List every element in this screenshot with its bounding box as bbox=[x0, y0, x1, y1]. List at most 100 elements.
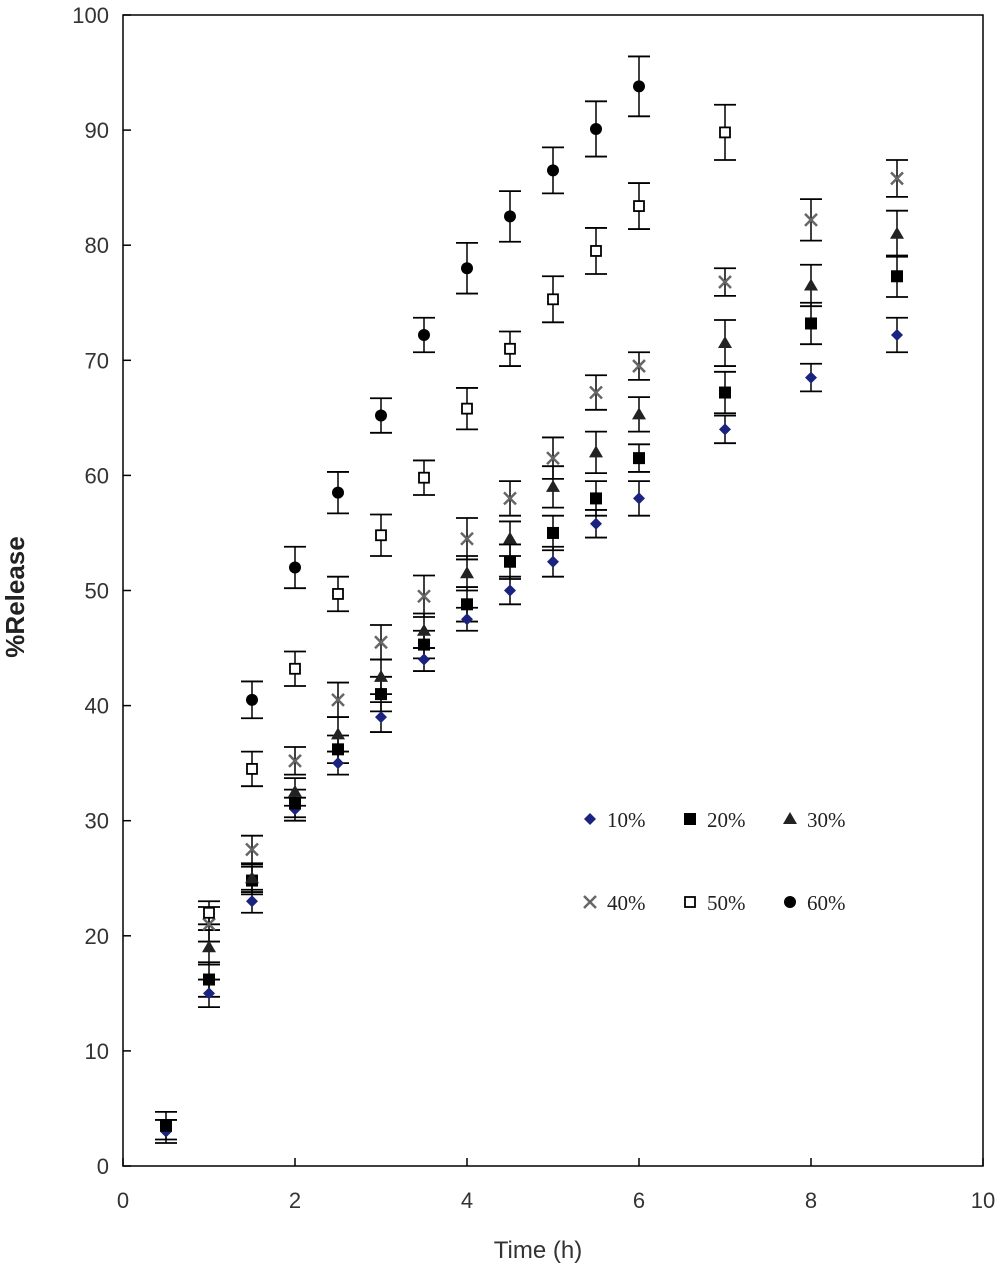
series-cross-point bbox=[503, 491, 517, 506]
series-circle-point bbox=[633, 80, 645, 93]
x-tick-label: 4 bbox=[461, 1188, 473, 1213]
series-open-square-point bbox=[633, 200, 645, 212]
series-cross-point bbox=[589, 385, 603, 400]
y-tick-label: 60 bbox=[85, 463, 109, 488]
series-triangle-point bbox=[374, 669, 388, 682]
legend-symbol-cross bbox=[583, 895, 597, 909]
series-square-point bbox=[375, 688, 387, 701]
series-open-square-point bbox=[719, 126, 731, 139]
series-square-point bbox=[289, 797, 301, 810]
series-open-square-point bbox=[547, 293, 559, 306]
x-tick-label: 2 bbox=[289, 1188, 301, 1213]
series-diamond-point bbox=[203, 987, 215, 1000]
series-diamond-point bbox=[375, 711, 387, 724]
x-tick-label: 8 bbox=[805, 1188, 817, 1213]
series-square-point bbox=[805, 317, 817, 330]
series-triangle-point bbox=[718, 336, 732, 349]
series-square-point bbox=[891, 270, 903, 283]
series-diamond-point bbox=[805, 371, 817, 384]
series-circle-point bbox=[590, 122, 602, 135]
series-circle-point bbox=[332, 486, 344, 499]
y-tick-label: 20 bbox=[85, 924, 109, 949]
legend-symbol-square bbox=[684, 813, 696, 825]
series-diamond-point bbox=[719, 423, 731, 436]
series-triangle-point bbox=[288, 784, 302, 797]
series-cross-point bbox=[546, 451, 560, 466]
series-circle-point bbox=[547, 164, 559, 177]
y-tick-label: 50 bbox=[85, 579, 109, 604]
series-cross-point bbox=[288, 753, 302, 768]
series-open-square-point bbox=[246, 763, 258, 775]
series-diamond-point bbox=[891, 328, 903, 341]
series-cross-point bbox=[374, 635, 388, 650]
legend: 10% 20% 30% 40% 50% 60% bbox=[583, 808, 846, 915]
series-triangle-point bbox=[460, 566, 474, 579]
series-cross-point bbox=[632, 359, 646, 373]
series-cross-point bbox=[804, 212, 818, 227]
series-open-square-point bbox=[332, 588, 344, 600]
series-square-point bbox=[418, 638, 430, 651]
x-tick-label: 0 bbox=[117, 1188, 129, 1213]
series-triangle-point bbox=[589, 445, 603, 458]
series-square-point bbox=[160, 1119, 172, 1132]
series-circle-point bbox=[246, 693, 258, 706]
axes: 0 10 20 30 40 50 60 70 80 90 100 0 2 4 6 8 10 bbox=[72, 3, 995, 1213]
series-cross-point bbox=[245, 842, 259, 857]
series-open-square-point bbox=[418, 471, 430, 484]
series-open-square-point bbox=[375, 529, 387, 542]
series-diamond-point bbox=[332, 757, 344, 770]
legend-item-circle: 60% bbox=[784, 891, 846, 915]
legend-label: 20% bbox=[707, 808, 746, 832]
legend-item-open-square: 50% bbox=[684, 891, 746, 915]
legend-item-square: 20% bbox=[684, 808, 746, 832]
legend-item-diamond: 10% bbox=[584, 808, 646, 832]
series-triangle-point bbox=[245, 871, 259, 884]
legend-symbol-triangle bbox=[783, 812, 797, 824]
series-triangle-point bbox=[546, 479, 560, 492]
series-diamond-point bbox=[590, 517, 602, 530]
series-open-square-point bbox=[203, 906, 215, 919]
y-tick-label: 10 bbox=[85, 1039, 109, 1064]
x-tick-label: 6 bbox=[633, 1188, 645, 1213]
series-cross-point bbox=[202, 917, 216, 932]
legend-label: 60% bbox=[807, 891, 846, 915]
series-square-point bbox=[332, 743, 344, 756]
y-axis-title: %Release bbox=[0, 536, 30, 657]
series-square-point bbox=[719, 386, 731, 399]
y-tick-label: 80 bbox=[85, 233, 109, 258]
series-diamond-point bbox=[547, 555, 559, 568]
series-cross-point bbox=[460, 531, 474, 546]
legend-label: 30% bbox=[807, 808, 846, 832]
series-diamond-point bbox=[504, 584, 516, 597]
legend-label: 10% bbox=[607, 808, 646, 832]
series-triangle-point bbox=[632, 407, 646, 420]
legend-item-cross: 40% bbox=[583, 891, 646, 915]
series-cross-point bbox=[890, 171, 904, 186]
series-square-point bbox=[547, 526, 559, 539]
legend-label: 40% bbox=[607, 891, 646, 915]
series-diamond-point bbox=[461, 613, 473, 626]
series-square-point bbox=[203, 973, 215, 986]
series-diamond-point bbox=[418, 653, 430, 666]
series-square-point bbox=[590, 492, 602, 505]
data-markers bbox=[160, 80, 904, 1138]
series-square-point bbox=[461, 598, 473, 611]
series-open-square-point bbox=[590, 245, 602, 257]
y-tick-label: 90 bbox=[85, 118, 109, 143]
y-tick-label: 70 bbox=[85, 348, 109, 373]
legend-item-triangle: 30% bbox=[783, 808, 846, 832]
y-tick-label: 100 bbox=[72, 3, 109, 28]
series-triangle-point bbox=[417, 623, 431, 636]
y-tick-label: 0 bbox=[97, 1154, 109, 1179]
series-diamond-point bbox=[633, 492, 645, 505]
legend-symbol-open-square bbox=[684, 896, 696, 908]
series-open-square-point bbox=[504, 342, 516, 355]
series-cross-point bbox=[718, 275, 732, 289]
y-tick-label: 30 bbox=[85, 809, 109, 834]
x-axis-title: Time (h) bbox=[494, 1237, 582, 1264]
x-tick-label: 10 bbox=[971, 1188, 995, 1213]
series-triangle-point bbox=[331, 727, 345, 740]
series-triangle-point bbox=[890, 226, 904, 239]
